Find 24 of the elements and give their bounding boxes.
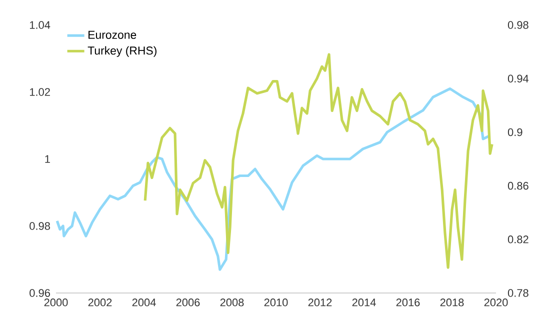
- y2-tick-label: 0.86: [508, 182, 528, 190]
- x-tick-label: 2006: [176, 298, 200, 306]
- y2-tick-label: 0.94: [508, 74, 529, 82]
- x-tick-label: 2004: [132, 298, 156, 306]
- y2-tick-label: 0.9: [508, 128, 522, 136]
- x-tick-label: 2002: [88, 298, 112, 306]
- x-tick-label: 2010: [264, 298, 288, 306]
- y-tick-label: 1.04: [30, 21, 50, 29]
- x-tick-label: 2018: [440, 298, 464, 306]
- x-tick-label: 2020: [484, 298, 508, 306]
- x-tick-label: 2012: [308, 298, 332, 306]
- y-tick-label: 0.98: [30, 222, 50, 230]
- x-tick-label: 2016: [396, 298, 420, 306]
- y-tick-label: 1.02: [30, 88, 50, 96]
- y-tick-label: 0.96: [30, 289, 50, 297]
- y2-tick-label: 0.82: [508, 236, 528, 244]
- y2-tick-label: 0.98: [508, 21, 528, 29]
- legend-label: Turkey (RHS): [88, 46, 156, 57]
- y-tick-label: 1: [45, 155, 50, 163]
- x-tick-label: 2000: [44, 298, 68, 306]
- x-tick-label: 2008: [220, 298, 244, 306]
- x-tick-label: 2014: [352, 298, 376, 306]
- legend-label: Eurozone: [88, 30, 136, 39]
- y2-tick-label: 0.78: [508, 289, 528, 297]
